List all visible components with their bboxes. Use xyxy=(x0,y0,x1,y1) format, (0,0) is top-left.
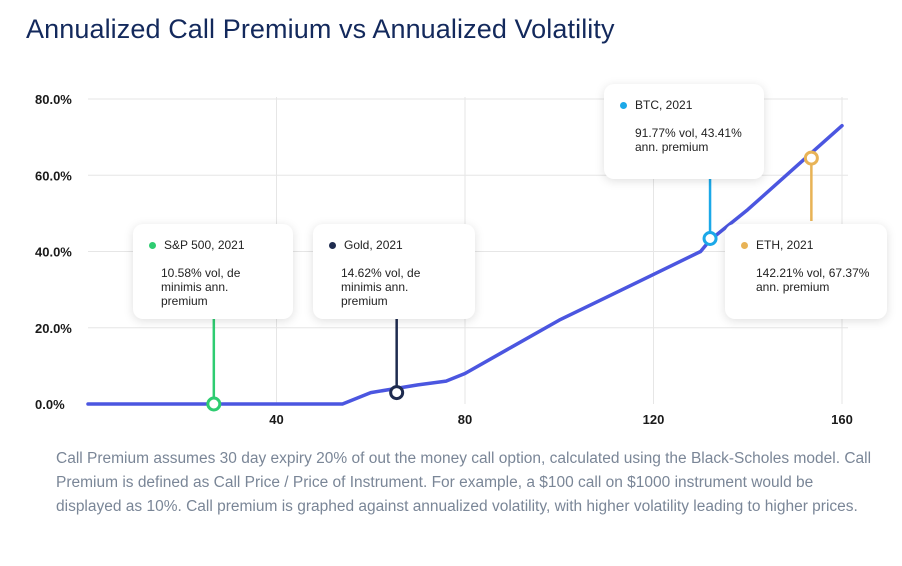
annotation-label: S&P 500, 2021 xyxy=(164,238,245,252)
y-tick-label: 80.0% xyxy=(35,92,72,107)
annotation-label: ETH, 2021 xyxy=(756,238,814,252)
y-tick-label: 20.0% xyxy=(35,321,72,336)
chart-svg: 0.0% 20.0% 40.0% 60.0% 80.0% 40 80 120 160 xyxy=(35,92,853,427)
x-tick-label: 80 xyxy=(458,412,472,427)
x-tick-label: 120 xyxy=(643,412,665,427)
annotation-text: 10.58% vol, de minimis ann. premium xyxy=(161,266,241,308)
y-tick-label: 40.0% xyxy=(35,245,72,260)
gold-dot-icon xyxy=(329,241,336,249)
x-tick-label: 40 xyxy=(269,412,283,427)
chart-title: Annualized Call Premium vs Annualized Vo… xyxy=(26,14,615,44)
x-axis-ticks: 40 80 120 160 xyxy=(269,412,853,427)
annotation-card-sp500: S&P 500, 2021 10.58% vol, de minimis ann… xyxy=(133,224,293,319)
annotation-marker xyxy=(389,385,405,401)
y-tick-label: 0.0% xyxy=(35,397,65,412)
annotation-card-eth: ETH, 2021 142.21% vol, 67.37% ann. premi… xyxy=(725,224,887,319)
annotation-text: 91.77% vol, 43.41% ann. premium xyxy=(635,126,742,154)
btc-dot-icon xyxy=(620,101,627,109)
x-tick-label: 160 xyxy=(831,412,853,427)
annotation-stems xyxy=(212,158,813,404)
sp500-dot-icon xyxy=(149,241,156,249)
annotation-marker xyxy=(803,150,819,166)
y-tick-label: 60.0% xyxy=(35,168,72,183)
annotation-text: 142.21% vol, 67.37% ann. premium xyxy=(756,266,870,294)
annotation-label: BTC, 2021 xyxy=(635,98,693,112)
annotation-card-btc: BTC, 2021 91.77% vol, 43.41% ann. premiu… xyxy=(604,84,764,179)
annotation-marker xyxy=(702,230,718,246)
y-axis-ticks: 0.0% 20.0% 40.0% 60.0% 80.0% xyxy=(35,92,72,412)
annotation-label: Gold, 2021 xyxy=(344,238,403,252)
annotation-marker xyxy=(206,396,222,412)
eth-dot-icon xyxy=(741,241,748,249)
footnote: Call Premium assumes 30 day expiry 20% o… xyxy=(56,450,872,515)
annotation-text: 14.62% vol, de minimis ann. premium xyxy=(341,266,421,308)
annotation-card-gold: Gold, 2021 14.62% vol, de minimis ann. p… xyxy=(313,224,475,319)
annotation-markers xyxy=(206,150,819,412)
